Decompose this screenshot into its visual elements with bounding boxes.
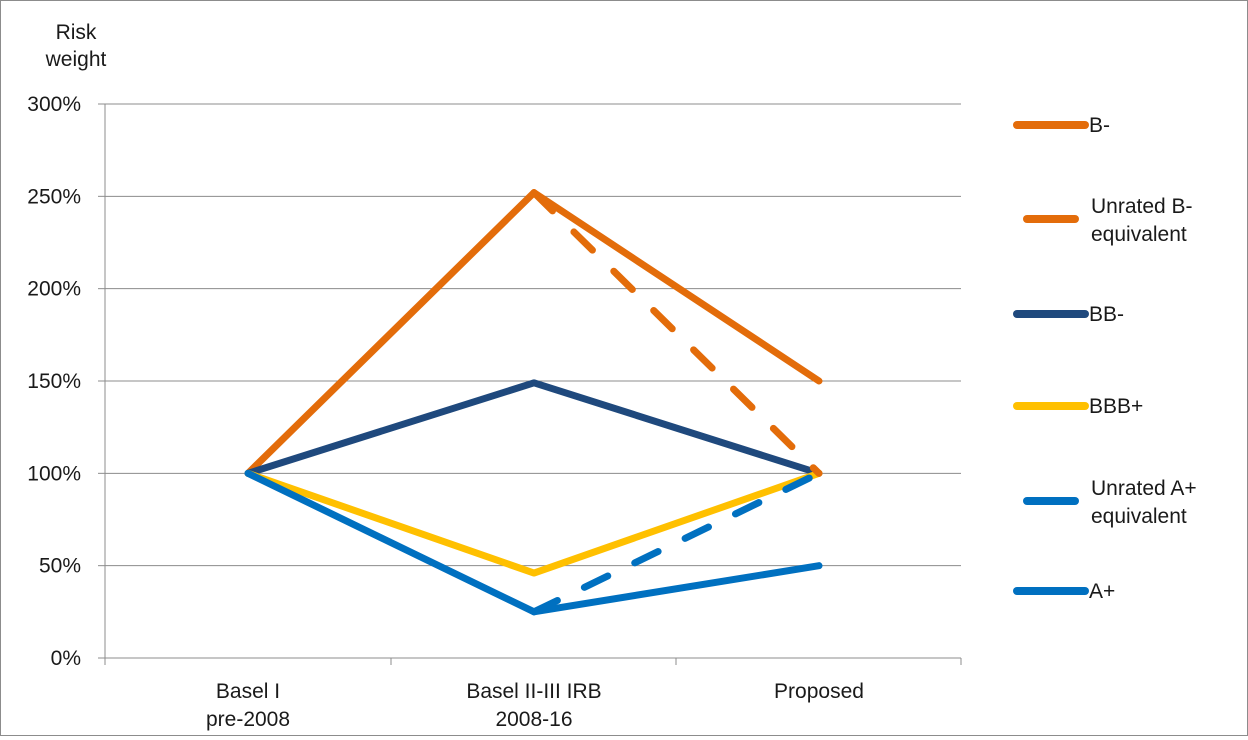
legend-label-line: Unrated A+: [1091, 477, 1197, 500]
legend-label-line: A+: [1089, 580, 1115, 603]
legend-label: BB-: [1089, 303, 1124, 326]
y-tick-label: 50%: [39, 555, 81, 578]
y-axis-title-text: Risk weight: [45, 21, 107, 71]
legend-label-line: Unrated B-: [1091, 195, 1193, 218]
x-tick-label-line: Proposed: [774, 680, 864, 703]
y-tick-label: 100%: [27, 462, 81, 485]
x-tick-label-line: Basel I: [216, 680, 280, 703]
legend-item: A+: [1013, 580, 1115, 603]
legend-item: BB-: [1013, 303, 1124, 326]
y-tick-label: 200%: [27, 278, 81, 301]
legend-label: Unrated A+ equivalent: [1091, 477, 1197, 528]
legend-label: A+: [1089, 580, 1115, 603]
legend-label: B-: [1089, 114, 1110, 137]
legend-item: B-: [1013, 114, 1110, 137]
x-tick-label: Proposed: [774, 680, 864, 703]
x-tick-label-line: pre-2008: [206, 708, 290, 731]
y-tick-label: 0%: [51, 647, 81, 670]
y-tick-label: 300%: [27, 93, 81, 116]
series-line-a-: [244, 469, 823, 616]
legend-item: Unrated A+ equivalent: [1023, 477, 1197, 528]
series-line-bbb-: [244, 469, 823, 577]
legend-item: BBB+: [1013, 395, 1143, 418]
legend-label-line: BB-: [1089, 303, 1124, 326]
legend: B- Unrated B-equivalent BB- BBB+ Unrated A+ e…: [1013, 114, 1197, 603]
x-tick-label: Basel II-III IRB 2008-16: [466, 680, 601, 731]
legend-label-line: equivalent: [1091, 505, 1187, 528]
legend-label: BBB+: [1089, 395, 1143, 418]
y-axis-title-line: Risk: [56, 21, 97, 44]
x-tick-label-line: 2008-16: [495, 708, 572, 731]
series-lines: [244, 189, 823, 616]
x-tick-labels: Basel I pre-2008 Basel II-III IRB 2008-16 Pr…: [206, 680, 864, 731]
series-line-bb-: [244, 379, 823, 477]
series-line-unrated-b-equivalent: [530, 189, 823, 477]
y-tick-labels: 0% 50% 100% 150% 200% 250% 300%: [27, 93, 81, 670]
series-line-b-: [244, 189, 823, 477]
y-tick-label: 150%: [27, 370, 81, 393]
axes: [98, 103, 962, 665]
legend-label: Unrated B-equivalent: [1091, 195, 1193, 246]
y-axis-title-line: weight: [45, 48, 107, 71]
legend-label-line: equivalent: [1091, 223, 1187, 246]
legend-item: Unrated B-equivalent: [1023, 195, 1193, 246]
series-line-unrated-a-equivalent: [530, 469, 823, 616]
legend-label-line: BBB+: [1089, 395, 1143, 418]
x-tick-label-line: Basel II-III IRB: [466, 680, 601, 703]
legend-label-line: B-: [1089, 114, 1110, 137]
y-axis-title: Risk weight: [45, 21, 107, 71]
y-tick-label: 250%: [27, 185, 81, 208]
x-tick-label: Basel I pre-2008: [206, 680, 290, 731]
gridlines: [105, 103, 961, 567]
